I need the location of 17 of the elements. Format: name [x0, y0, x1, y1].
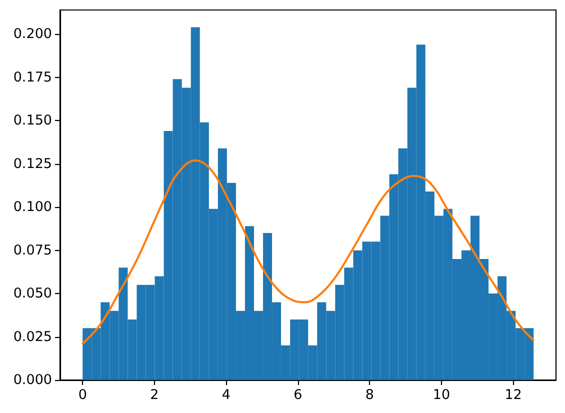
x-tick-label: 6: [294, 387, 302, 403]
x-tick-label: 2: [150, 387, 159, 403]
y-tick-label: 0.125: [13, 156, 52, 172]
line-series: [82, 159, 534, 345]
x-tick-label: 12: [504, 387, 522, 403]
y-tick-label: 0.050: [13, 286, 52, 302]
y-tick-label: 0.150: [13, 112, 52, 129]
x-tick-label: 0: [78, 387, 87, 403]
y-tick-label: 0.100: [13, 199, 52, 216]
y-tick-label: 0.175: [13, 69, 52, 86]
x-tick-label: 4: [222, 387, 230, 403]
y-tick-label: 0.000: [13, 372, 52, 388]
y-tick-label: 0.025: [13, 328, 52, 345]
x-tick-label: 10: [432, 387, 450, 403]
y-tick-label: 0.200: [13, 26, 52, 42]
x-tick-label: 8: [365, 387, 374, 403]
y-tick-label: 0.075: [13, 242, 52, 258]
